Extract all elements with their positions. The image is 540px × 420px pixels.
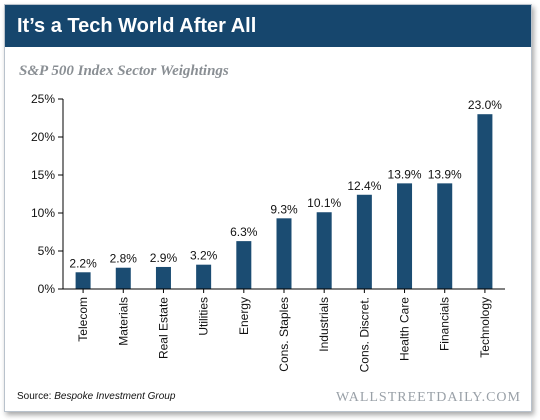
x-tick-label: Materials [116,297,130,346]
x-tick-label: Health Care [398,297,412,361]
publisher-brand: WALLSTREETDAILY.COM [336,390,521,405]
data-label: 13.9% [388,167,422,181]
x-tick-label: Financials [438,297,452,351]
bar [356,194,372,289]
data-label: 10.1% [307,196,341,210]
bar [155,266,171,289]
data-label: 3.2% [190,249,218,263]
bar [196,264,212,289]
bar [75,272,91,289]
x-tick-label: Real Estate [156,297,170,359]
bar-chart: 0% 5% 10% 15% 20% 25% 2.2% 2.8% 2.9% 3.2% 6.3% 9.3… [31,92,505,372]
chart-frame: It’s a Tech World After All S&P 500 Inde… [4,4,532,412]
source-note: Source: Bespoke Investment Group [17,391,175,402]
value-labels: 2.2% 2.8% 2.9% 3.2% 6.3% 9.3% 10.1% 12.4% 13.9% 1… [69,98,502,270]
chart-subtitle: S&P 500 Index Sector Weightings [19,63,229,79]
x-tick-label: Telecom [76,297,90,342]
x-tick-label: Cons. Discret. [357,297,371,372]
y-axis: 0% 5% 10% 15% 20% 25% [31,92,63,296]
bar [316,212,332,289]
source-prefix: Source: [17,391,55,402]
bar [115,267,131,289]
data-label: 13.9% [428,167,462,181]
chart-title: It’s a Tech World After All [5,5,531,47]
y-tick-label: 20% [31,130,55,144]
bars [75,114,493,289]
data-label: 2.9% [150,251,178,265]
y-tick-label: 0% [38,282,56,296]
data-label: 2.2% [69,256,97,270]
bar [276,218,292,289]
y-tick-label: 5% [38,244,56,258]
data-label: 9.3% [270,202,298,216]
bar [477,114,493,289]
y-tick-label: 15% [31,168,55,182]
x-tick-label: Cons. Staples [277,297,291,372]
bar [236,241,252,289]
y-tick-label: 10% [31,206,55,220]
data-label: 6.3% [230,225,258,239]
x-tick-label: Technology [478,297,492,358]
x-tick-label: Energy [237,297,251,335]
x-tick-label: Utilities [197,297,211,336]
x-axis: Telecom Materials Real Estate Utilities Ener… [76,289,492,372]
data-label: 12.4% [347,179,381,193]
x-tick-label: Industrials [317,297,331,352]
data-label: 2.8% [110,252,138,266]
data-label: 23.0% [468,98,502,112]
bar [437,183,453,289]
bar [397,183,413,289]
source-name: Bespoke Investment Group [54,391,176,402]
y-tick-label: 25% [31,92,55,106]
